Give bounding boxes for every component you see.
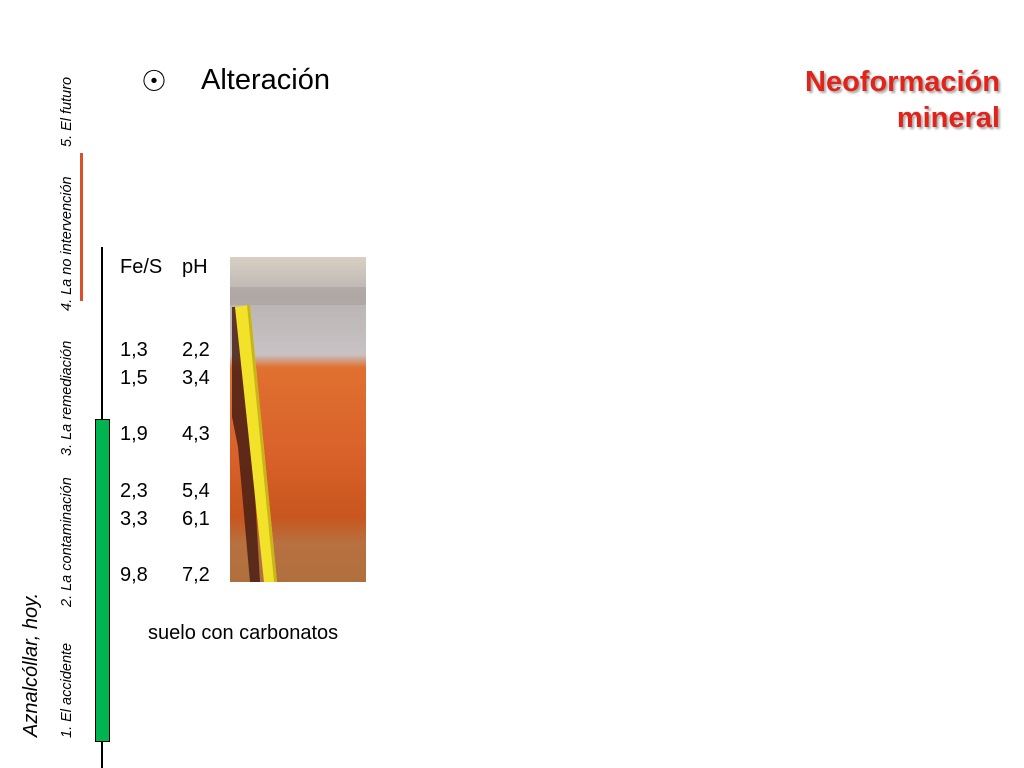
cell-fe-s: 1,9 bbox=[120, 423, 148, 445]
grey-horizon bbox=[230, 287, 366, 305]
tape-edge bbox=[247, 305, 277, 582]
cell-fe-s: 3,3 bbox=[120, 508, 148, 530]
cell-fe-s: 1,3 bbox=[120, 339, 148, 361]
soil-profile-photo bbox=[230, 257, 366, 582]
progress-bar bbox=[95, 419, 110, 742]
cell-ph: 5,4 bbox=[182, 480, 210, 502]
cell-ph: 4,3 bbox=[182, 423, 210, 445]
slide-subtitle: Aznalcóllar, hoy. bbox=[20, 592, 42, 737]
header-fe-s: Fe/S bbox=[120, 256, 163, 278]
nav-item-contaminacion[interactable]: 2. La contaminación bbox=[59, 477, 75, 607]
slide-title: Alteración bbox=[201, 64, 330, 96]
cell-ph: 2,2 bbox=[182, 339, 210, 361]
nav-item-no-intervencion[interactable]: 4. La no intervención bbox=[59, 176, 75, 311]
header-ph: pH bbox=[182, 256, 208, 278]
nav-item-remediacion[interactable]: 3. La remediación bbox=[59, 340, 75, 456]
caption: suelo con carbonatos bbox=[148, 622, 339, 644]
cell-fe-s: 9,8 bbox=[120, 564, 148, 586]
shadow bbox=[232, 307, 260, 582]
cell-ph: 6,1 bbox=[182, 508, 210, 530]
measuring-tape bbox=[235, 305, 277, 582]
active-section-marker bbox=[80, 153, 83, 301]
cell-ph: 7,2 bbox=[182, 564, 210, 586]
cell-ph: 3,4 bbox=[182, 367, 210, 389]
circled-dot-icon: ☉ bbox=[141, 66, 167, 98]
nav-item-futuro[interactable]: 5. El futuro bbox=[59, 76, 75, 147]
nav-item-accidente[interactable]: 1. El accidente bbox=[59, 642, 75, 738]
cell-fe-s: 1,5 bbox=[120, 367, 148, 389]
cell-fe-s: 2,3 bbox=[120, 480, 148, 502]
highlight-heading: Neoformación mineral bbox=[805, 66, 1000, 134]
